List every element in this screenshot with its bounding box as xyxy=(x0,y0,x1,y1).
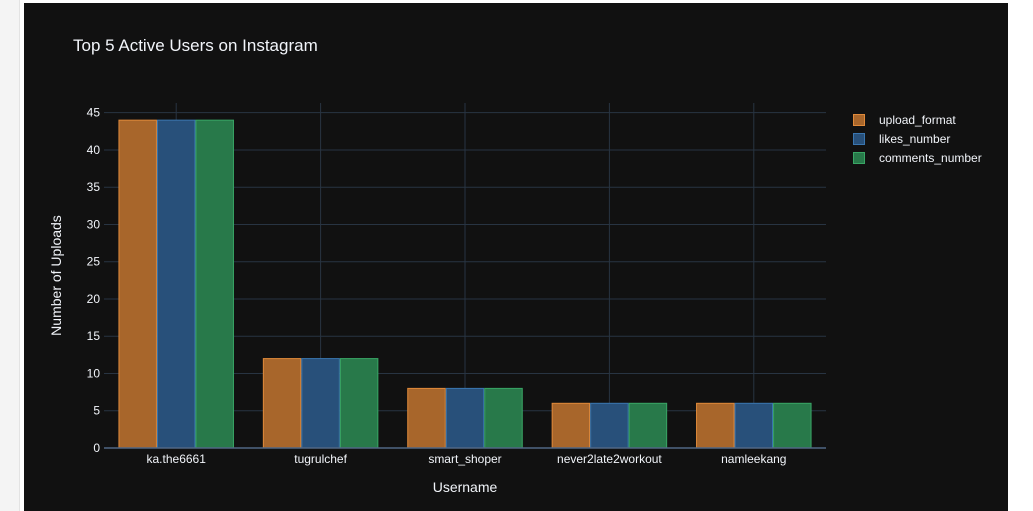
chart-legend[interactable]: upload_format likes_number comments_number xyxy=(853,110,982,167)
bar-upload_format[interactable] xyxy=(551,402,591,449)
x-tick-label: tugrulchef xyxy=(294,452,347,466)
legend-swatch xyxy=(853,113,865,126)
bar-comments_number[interactable] xyxy=(339,358,379,449)
bar-upload_format[interactable] xyxy=(118,119,157,449)
y-tick-label: 5 xyxy=(93,404,100,418)
y-axis-title: Number of Uploads xyxy=(48,215,64,336)
legend-label: comments_number xyxy=(879,150,982,165)
y-tick-label: 20 xyxy=(87,292,101,306)
x-axis-title: Username xyxy=(433,479,498,495)
bar-likes_number[interactable] xyxy=(734,402,774,449)
bar-upload_format[interactable] xyxy=(262,358,302,449)
x-tick-label: namleekang xyxy=(721,452,786,466)
x-tick-label: smart_shoper xyxy=(428,452,501,466)
x-tick-label: ka.the6661 xyxy=(147,452,207,466)
bar-likes_number[interactable] xyxy=(445,387,485,449)
legend-swatch xyxy=(853,151,865,164)
y-tick-label: 45 xyxy=(87,106,101,120)
legend-label: likes_number xyxy=(879,131,951,146)
bar-upload_format[interactable] xyxy=(407,387,446,449)
y-tick-label: 10 xyxy=(87,366,101,380)
bar-comments_number[interactable] xyxy=(628,402,668,449)
x-tick-label: never2late2workout xyxy=(557,452,662,466)
y-tick-label: 0 xyxy=(93,441,100,455)
bar-likes_number[interactable] xyxy=(156,119,196,449)
bar-likes_number[interactable] xyxy=(301,358,340,449)
chart-title: Top 5 Active Users on Instagram xyxy=(73,36,318,55)
legend-item[interactable]: likes_number xyxy=(853,129,982,148)
y-tick-label: 25 xyxy=(87,255,101,269)
legend-swatch xyxy=(853,132,865,145)
legend-item[interactable]: upload_format xyxy=(853,110,982,129)
bar-likes_number[interactable] xyxy=(590,402,629,449)
y-tick-label: 15 xyxy=(87,329,101,343)
bar-comments_number[interactable] xyxy=(484,387,523,449)
y-tick-label: 40 xyxy=(87,143,101,157)
bar-comments_number[interactable] xyxy=(195,119,234,449)
bar-upload_format[interactable] xyxy=(696,402,735,449)
y-tick-label: 30 xyxy=(87,217,101,231)
bar-comments_number[interactable] xyxy=(773,402,812,449)
page-left-gutter xyxy=(0,0,20,511)
legend-item[interactable]: comments_number xyxy=(853,148,982,167)
y-tick-label: 35 xyxy=(87,180,101,194)
legend-label: upload_format xyxy=(879,112,956,127)
